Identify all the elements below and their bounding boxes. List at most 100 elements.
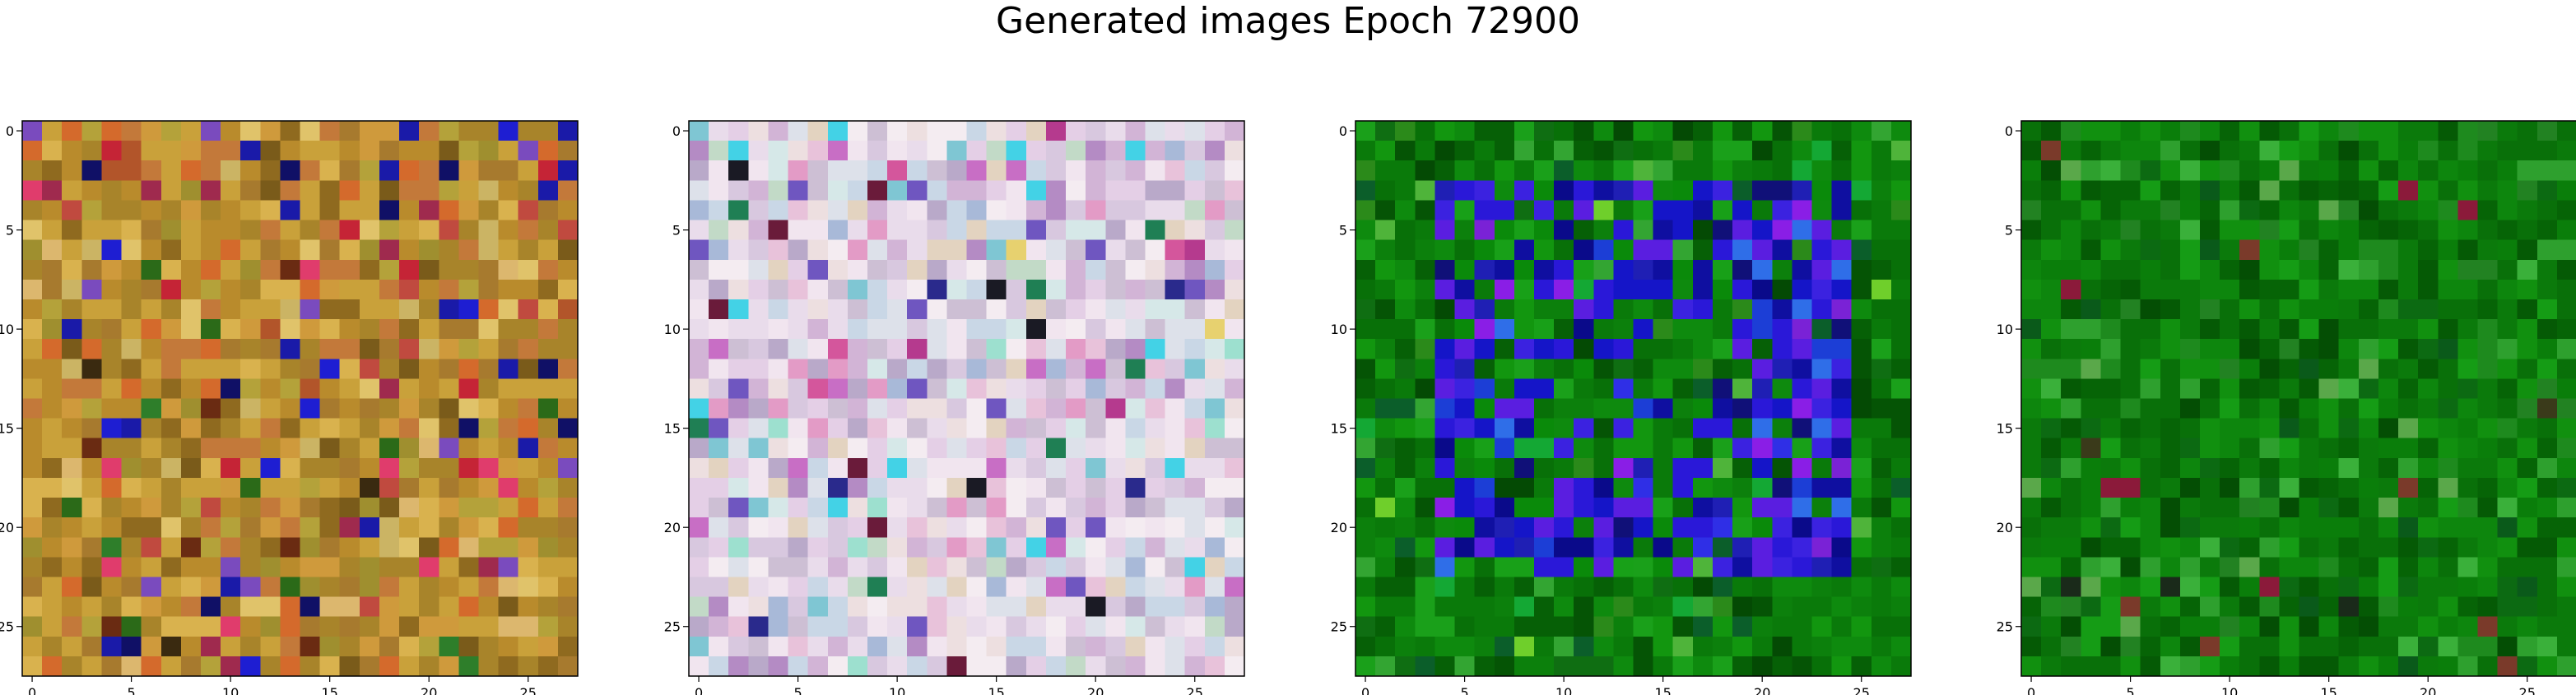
pixel-cell — [300, 537, 321, 558]
pixel-cell — [728, 577, 749, 598]
pixel-cell — [319, 457, 341, 479]
pixel-cell — [689, 577, 709, 598]
pixel-cell — [1395, 577, 1416, 598]
pixel-cell — [2398, 279, 2419, 300]
pixel-cell — [478, 498, 500, 518]
pixel-cell — [1006, 180, 1027, 202]
pixel-cell — [768, 200, 789, 221]
pixel-cell — [260, 279, 281, 300]
pixel-cell — [359, 537, 380, 558]
pixel-cell — [2318, 457, 2340, 479]
pixel-cell — [966, 220, 988, 241]
pixel-cell — [867, 517, 888, 538]
y-tick-label: 10 — [0, 322, 14, 337]
pixel-cell — [1025, 457, 1047, 479]
pixel-cell — [537, 438, 559, 459]
pixel-cell — [2120, 498, 2141, 518]
pixel-cell — [689, 239, 709, 261]
pixel-cell — [557, 477, 579, 498]
pixel-cell — [1125, 299, 1146, 320]
pixel-cell — [81, 457, 103, 479]
pixel-cell — [1752, 457, 1773, 479]
pixel-cell — [1025, 160, 1047, 181]
pixel-cell — [2239, 259, 2260, 280]
pixel-cell — [2299, 517, 2320, 538]
pixel-cell — [1672, 477, 1694, 498]
pixel-cell — [1415, 220, 1436, 241]
pixel-cell — [2021, 636, 2042, 657]
pixel-cell — [2477, 537, 2499, 558]
pixel-cell — [1554, 279, 1574, 300]
pixel-cell — [2358, 577, 2379, 598]
pixel-cell — [1890, 418, 1912, 439]
pixel-cell — [768, 339, 789, 359]
pixel-cell — [1752, 339, 1773, 359]
pixel-cell — [221, 498, 241, 518]
pixel-cell — [200, 279, 221, 300]
pixel-cell — [2081, 596, 2102, 618]
pixel-cell — [2279, 299, 2300, 320]
pixel-cell — [1672, 378, 1694, 400]
x-tick-label: 15 — [988, 685, 1004, 695]
pixel-cell — [709, 498, 729, 518]
pixel-cell — [1224, 220, 1245, 241]
pixel-cell — [1224, 339, 1245, 359]
pixel-cell — [1086, 656, 1106, 677]
pixel-cell — [1533, 299, 1555, 320]
pixel-cell — [1066, 160, 1086, 181]
pixel-cell — [1613, 121, 1634, 141]
pixel-cell — [1105, 498, 1126, 518]
pixel-cell — [2536, 537, 2558, 558]
pixel-cell — [748, 160, 770, 181]
pixel-cell — [1454, 220, 1476, 241]
pixel-cell — [2100, 596, 2122, 618]
pixel-cell — [2120, 339, 2141, 359]
pixel-cell — [907, 180, 928, 202]
pixel-cell — [1574, 378, 1594, 400]
pixel-cell — [709, 259, 729, 280]
pixel-cell — [399, 537, 420, 558]
pixel-cell — [280, 279, 301, 300]
pixel-cell — [1006, 279, 1027, 300]
pixel-cell — [1811, 299, 1833, 320]
pixel-cell — [359, 160, 380, 181]
pixel-cell — [1006, 596, 1027, 618]
pixel-cell — [907, 220, 928, 241]
pixel-cell — [339, 656, 360, 677]
pixel-cell — [2299, 498, 2320, 518]
pixel-cell — [419, 656, 439, 677]
pixel-cell — [709, 359, 729, 379]
pixel-cell — [1653, 616, 1674, 637]
pixel-cell — [260, 656, 281, 677]
pixel-cell — [1086, 596, 1106, 618]
pixel-cell — [807, 636, 829, 657]
pixel-cell — [709, 279, 729, 300]
pixel-cell — [1890, 239, 1912, 261]
pixel-cell — [379, 398, 400, 419]
pixel-cell — [1434, 378, 1456, 400]
pixel-cell — [2220, 160, 2240, 181]
pixel-cell — [1692, 359, 1713, 379]
pixel-cell — [927, 239, 947, 261]
pixel-cell — [1692, 418, 1713, 439]
pixel-cell — [180, 616, 202, 637]
pixel-cell — [1593, 180, 1614, 202]
pixel-cell — [2239, 636, 2260, 657]
pixel-cell — [1633, 537, 1654, 558]
pixel-cell — [807, 596, 829, 618]
pixel-cell — [867, 557, 888, 578]
pixel-cell — [1831, 239, 1853, 261]
pixel-cell — [966, 359, 988, 379]
pixel-cell — [200, 180, 221, 202]
pixel-cell — [768, 498, 789, 518]
pixel-cell — [966, 141, 988, 161]
pixel-cell — [927, 398, 947, 419]
pixel-cell — [1672, 160, 1694, 181]
pixel-cell — [807, 121, 829, 141]
pixel-cell — [689, 299, 709, 320]
pixel-cell — [2338, 498, 2360, 518]
pixel-cell — [1514, 616, 1535, 637]
pixel-cell — [439, 121, 459, 141]
pixel-cell — [2061, 339, 2081, 359]
pixel-cell — [1355, 359, 1376, 379]
